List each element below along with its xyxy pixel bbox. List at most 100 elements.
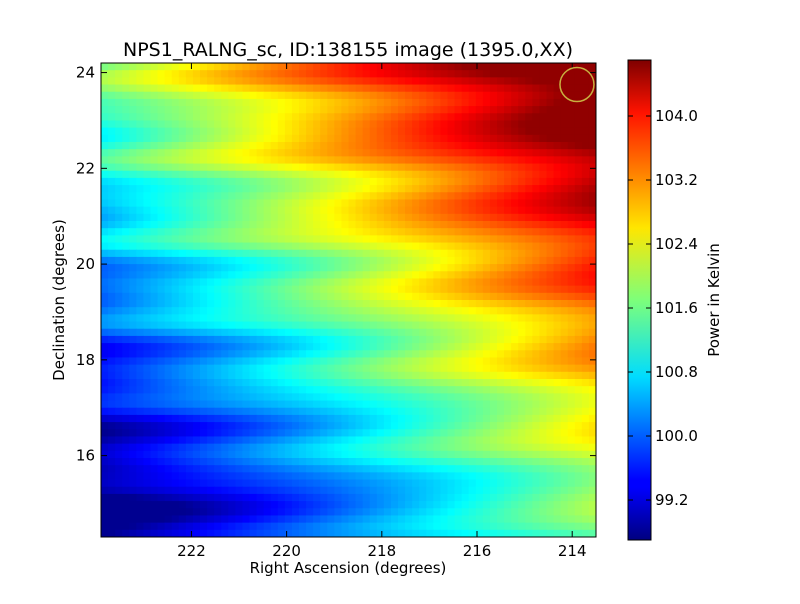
heatmap-cell — [369, 501, 378, 509]
heatmap-cell — [249, 515, 258, 524]
heatmap-cell — [574, 127, 583, 136]
heatmap-cell — [214, 386, 222, 394]
heatmap-cell — [518, 443, 526, 452]
heatmap-cell — [115, 235, 123, 244]
heatmap-cell — [405, 249, 413, 258]
heatmap-cell — [497, 350, 505, 359]
heatmap-cell — [313, 206, 321, 215]
heatmap-cell — [398, 458, 406, 466]
heatmap-cell — [504, 422, 512, 430]
heatmap-cell — [214, 163, 222, 172]
heatmap-cell — [200, 271, 208, 280]
heatmap-cell — [461, 185, 470, 193]
heatmap-cell — [475, 379, 484, 387]
heatmap-cell — [150, 501, 159, 509]
heatmap-cell — [291, 479, 300, 488]
heatmap-cell — [242, 335, 251, 344]
heatmap-cell — [129, 393, 137, 402]
heatmap-cell — [334, 77, 343, 86]
heatmap-cell — [525, 156, 533, 165]
heatmap-cell — [320, 228, 328, 236]
heatmap-cell — [574, 458, 583, 466]
heatmap-cell — [221, 414, 229, 423]
heatmap-cell — [355, 357, 364, 366]
heatmap-cell — [228, 458, 236, 466]
heatmap-cell — [122, 285, 130, 294]
heatmap-cell — [115, 271, 123, 280]
heatmap-cell — [383, 113, 392, 122]
heatmap-cell — [461, 522, 470, 531]
heatmap-cell — [518, 300, 526, 308]
heatmap-cell — [200, 508, 208, 517]
heatmap-cell — [341, 486, 350, 495]
heatmap-cell — [164, 335, 173, 344]
heatmap-cell — [150, 84, 159, 93]
heatmap-cell — [504, 98, 512, 107]
heatmap-cell — [313, 192, 321, 201]
heatmap-cell — [390, 400, 399, 409]
heatmap-cell — [348, 386, 357, 394]
heatmap-cell — [539, 77, 548, 86]
heatmap-cell — [284, 271, 293, 280]
heatmap-cell — [299, 206, 307, 215]
heatmap-cell — [376, 501, 385, 509]
heatmap-cell — [532, 264, 541, 272]
heatmap-cell — [433, 436, 442, 445]
heatmap-cell — [320, 235, 328, 244]
heatmap-cell — [574, 292, 583, 301]
heatmap-cell — [355, 91, 364, 100]
heatmap-cell — [362, 407, 371, 416]
heatmap-cell — [164, 192, 173, 201]
heatmap-cell — [214, 529, 222, 537]
heatmap-cell — [101, 199, 109, 208]
heatmap-cell — [256, 314, 265, 323]
heatmap-cell — [489, 264, 498, 272]
heatmap-cell — [489, 422, 498, 430]
heatmap-cell — [291, 407, 300, 416]
heatmap-cell — [306, 400, 314, 409]
heatmap-cell — [390, 285, 399, 294]
heatmap-cell — [299, 264, 307, 272]
heatmap-cell — [178, 278, 187, 287]
heatmap-cell — [157, 508, 166, 517]
heatmap-cell — [221, 443, 229, 452]
heatmap-cell — [306, 472, 314, 481]
heatmap-cell — [433, 221, 442, 229]
heatmap-cell — [299, 371, 307, 380]
heatmap-cell — [355, 371, 364, 380]
heatmap-cell — [390, 501, 399, 509]
heatmap-cell — [284, 264, 293, 272]
heatmap-cell — [192, 228, 201, 236]
heatmap-cell — [383, 185, 392, 193]
heatmap-cell — [383, 249, 392, 258]
heatmap-cell — [115, 142, 123, 150]
heatmap-cell — [362, 450, 371, 459]
heatmap-cell — [454, 91, 463, 100]
heatmap-cell — [398, 235, 406, 244]
heatmap-cell — [518, 522, 526, 531]
heatmap-cell — [546, 242, 555, 251]
heatmap-cell — [136, 271, 145, 280]
heatmap-cell — [341, 278, 350, 287]
heatmap-cell — [447, 84, 456, 93]
heatmap-cell — [553, 106, 562, 114]
heatmap-cell — [504, 199, 512, 208]
heatmap-cell — [497, 328, 505, 337]
heatmap-cell — [242, 522, 251, 531]
heatmap-cell — [581, 134, 590, 143]
heatmap-cell — [263, 120, 272, 129]
heatmap-cell — [143, 134, 152, 143]
heatmap-cell — [511, 70, 519, 78]
heatmap-cell — [178, 493, 187, 502]
heatmap-cell — [390, 379, 399, 387]
heatmap-cell — [398, 407, 406, 416]
heatmap-cell — [207, 199, 215, 208]
heatmap-cell — [574, 357, 583, 366]
heatmap-cell — [214, 213, 222, 222]
heatmap-cell — [192, 199, 201, 208]
heatmap-cell — [525, 450, 533, 459]
heatmap-cell — [461, 77, 470, 86]
heatmap-cell — [497, 407, 505, 416]
heatmap-cell — [468, 185, 477, 193]
heatmap-cell — [405, 400, 413, 409]
